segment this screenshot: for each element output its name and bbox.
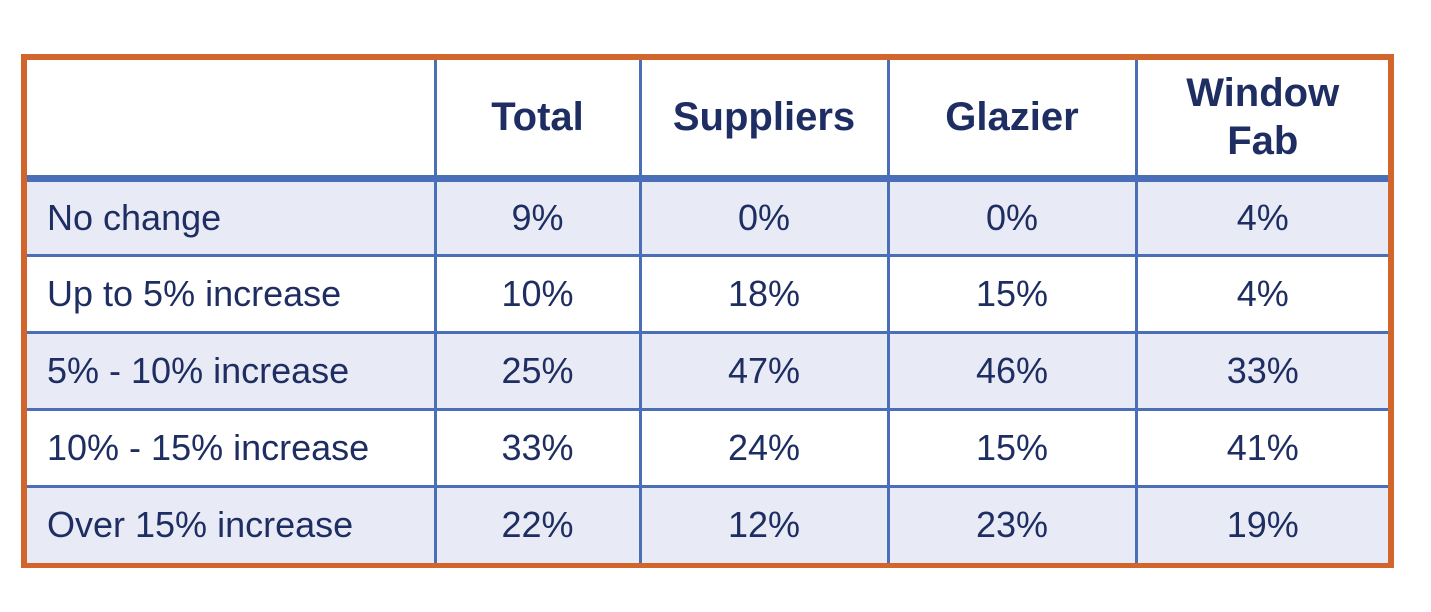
header-window-fab-line2: Fab [1227, 119, 1299, 164]
row-label: Over 15% increase [27, 486, 437, 563]
cell-suppliers: 24% [638, 409, 890, 488]
cell-total: 25% [433, 332, 642, 411]
cell-glazier: 15% [886, 409, 1138, 488]
header-glazier: Glazier [886, 60, 1138, 182]
cell-window-fab: 4% [1134, 178, 1388, 257]
table-row: 10% - 15% increase 33% 24% 15% 41% [27, 409, 1388, 488]
cell-total: 10% [433, 255, 642, 334]
cell-total: 9% [433, 178, 642, 257]
row-label: No change [27, 178, 437, 257]
cell-glazier: 15% [886, 255, 1138, 334]
cell-window-fab: 4% [1134, 255, 1388, 334]
header-suppliers: Suppliers [638, 60, 890, 182]
cell-window-fab: 19% [1134, 486, 1388, 563]
table-row: Up to 5% increase 10% 18% 15% 4% [27, 255, 1388, 334]
header-row: Total Suppliers Glazier Window Fab [27, 60, 1388, 182]
table-row: Over 15% increase 22% 12% 23% 19% [27, 486, 1388, 563]
row-label: 10% - 15% increase [27, 409, 437, 488]
cell-window-fab: 41% [1134, 409, 1388, 488]
cell-suppliers: 0% [638, 178, 890, 257]
table-row: 5% - 10% increase 25% 47% 46% 33% [27, 332, 1388, 411]
row-label: 5% - 10% increase [27, 332, 437, 411]
cell-suppliers: 47% [638, 332, 890, 411]
table-frame: Total Suppliers Glazier Window Fab No ch… [21, 54, 1394, 568]
cell-total: 22% [433, 486, 642, 563]
cell-total: 33% [433, 409, 642, 488]
header-total: Total [433, 60, 642, 182]
cell-glazier: 23% [886, 486, 1138, 563]
cell-suppliers: 12% [638, 486, 890, 563]
header-window-fab: Window Fab [1134, 60, 1388, 182]
cell-suppliers: 18% [638, 255, 890, 334]
header-window-fab-line1: Window [1186, 71, 1340, 116]
header-empty-cell [27, 60, 437, 182]
data-table: Total Suppliers Glazier Window Fab No ch… [27, 60, 1388, 563]
cell-glazier: 46% [886, 332, 1138, 411]
cell-glazier: 0% [886, 178, 1138, 257]
cell-window-fab: 33% [1134, 332, 1388, 411]
table-row: No change 9% 0% 0% 4% [27, 178, 1388, 257]
row-label: Up to 5% increase [27, 255, 437, 334]
